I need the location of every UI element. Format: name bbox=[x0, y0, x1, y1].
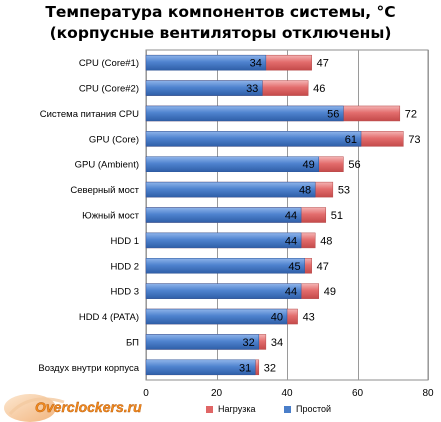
value-label-load-8: 47 bbox=[317, 261, 329, 273]
category-label-1: CPU (Core#2) bbox=[79, 84, 139, 95]
value-label-load-0: 47 bbox=[317, 58, 329, 70]
value-label-idle-11: 32 bbox=[243, 337, 255, 349]
value-label-load-1: 46 bbox=[313, 83, 325, 95]
value-label-load-9: 49 bbox=[324, 286, 336, 298]
value-label-idle-9: 44 bbox=[285, 286, 297, 298]
value-label-idle-2: 56 bbox=[327, 108, 339, 120]
value-label-idle-7: 44 bbox=[285, 235, 297, 247]
legend-item-idle: Простой bbox=[284, 404, 331, 414]
value-label-idle-5: 48 bbox=[299, 185, 311, 197]
legend-label-idle: Простой bbox=[296, 404, 332, 414]
bar-idle-10 bbox=[145, 308, 288, 325]
legend-swatch-load bbox=[206, 405, 213, 413]
chart-title: Температура компонентов системы, °С (кор… bbox=[0, 2, 441, 44]
chart-title-line-1: Температура компонентов системы, °С bbox=[45, 3, 396, 21]
category-label-9: HDD 3 bbox=[110, 287, 139, 298]
value-label-load-11: 34 bbox=[271, 337, 283, 349]
x-tick-label-1: 20 bbox=[211, 388, 223, 399]
bar-idle-7 bbox=[145, 232, 302, 249]
value-label-idle-4: 49 bbox=[302, 159, 314, 171]
bar-idle-11 bbox=[145, 334, 260, 350]
bar-idle-4 bbox=[145, 156, 319, 172]
value-label-idle-12: 31 bbox=[239, 362, 251, 374]
bar-idle-9 bbox=[145, 283, 302, 299]
x-tick-label-2: 40 bbox=[281, 388, 293, 399]
value-label-load-5: 53 bbox=[338, 185, 350, 197]
category-label-0: CPU (Core#1) bbox=[79, 58, 139, 69]
category-label-6: Южный мост bbox=[82, 211, 140, 222]
x-tick-label-0: 0 bbox=[143, 388, 149, 399]
x-tick-label-3: 60 bbox=[352, 388, 364, 399]
value-label-idle-10: 40 bbox=[271, 312, 283, 324]
value-label-idle-8: 45 bbox=[288, 261, 300, 273]
bar-idle-1 bbox=[145, 80, 263, 96]
bar-idle-5 bbox=[145, 181, 316, 198]
category-label-2: Система питания CPU bbox=[40, 109, 139, 120]
category-label-10: HDD 4 (PATA) bbox=[79, 312, 139, 323]
value-label-load-6: 51 bbox=[331, 210, 343, 222]
legend-swatch-idle bbox=[284, 405, 291, 413]
category-label-11: БП bbox=[126, 337, 139, 348]
value-label-load-10: 43 bbox=[303, 312, 315, 324]
svg-text:Overclockers.ru: Overclockers.ru bbox=[35, 399, 142, 415]
value-label-load-3: 73 bbox=[408, 134, 420, 146]
category-label-4: GPU (Ambient) bbox=[75, 160, 139, 171]
category-label-5: Северный мост bbox=[70, 185, 139, 196]
bar-idle-6 bbox=[145, 207, 302, 223]
category-label-8: HDD 2 bbox=[110, 261, 139, 272]
bar-idle-8 bbox=[145, 258, 305, 274]
value-label-load-4: 56 bbox=[348, 159, 360, 171]
x-tick-label-4: 80 bbox=[422, 388, 434, 399]
value-label-load-7: 48 bbox=[320, 235, 332, 247]
value-label-load-2: 72 bbox=[405, 108, 417, 120]
category-label-12: Воздух внутри корпуса bbox=[38, 363, 139, 374]
value-label-idle-0: 34 bbox=[250, 58, 262, 70]
legend-item-load: Нагрузка bbox=[206, 404, 255, 414]
legend-label-load: Нагрузка bbox=[218, 404, 256, 414]
value-label-idle-1: 33 bbox=[246, 83, 258, 95]
bar-idle-12 bbox=[145, 359, 256, 376]
category-label-7: HDD 1 bbox=[110, 236, 139, 247]
value-label-idle-3: 61 bbox=[345, 134, 357, 146]
bar-idle-3 bbox=[145, 131, 362, 147]
bar-idle-2 bbox=[145, 105, 344, 122]
overclockers-logo: Overclockers.ru bbox=[4, 394, 142, 422]
category-label-3: GPU (Core) bbox=[89, 134, 139, 145]
value-label-idle-6: 44 bbox=[285, 210, 297, 222]
value-label-load-12: 32 bbox=[264, 362, 276, 374]
bar-idle-0 bbox=[145, 54, 267, 71]
chart-title-line-2: (корпусные вентиляторы отключены) bbox=[49, 24, 392, 42]
